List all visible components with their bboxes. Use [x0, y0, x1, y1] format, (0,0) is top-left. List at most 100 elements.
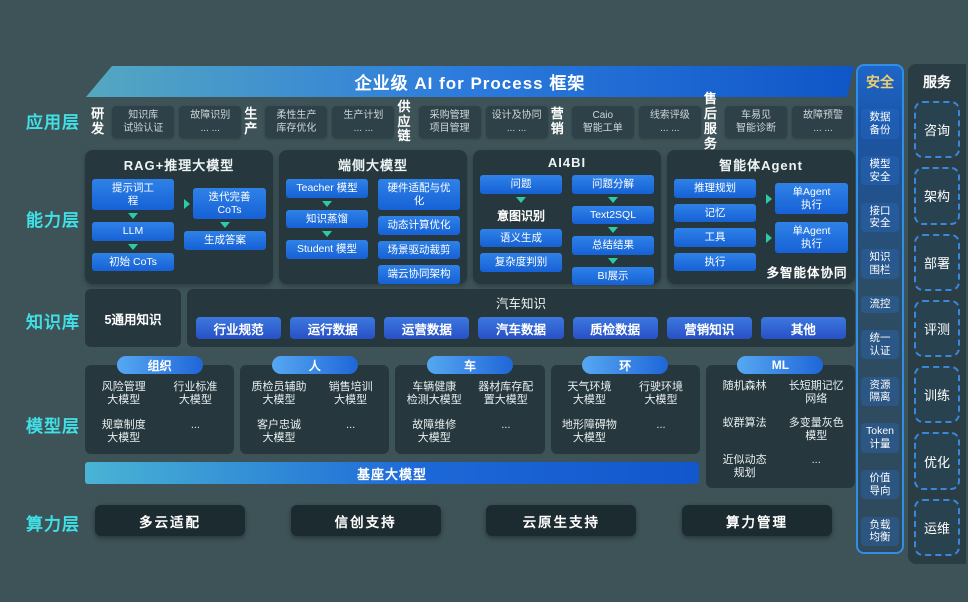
security-item: 负载 均衡 — [861, 516, 899, 546]
flow-box: Student 模型 — [286, 240, 368, 259]
arrow-right-icon — [766, 193, 772, 204]
security-item: 知识 围栏 — [861, 249, 899, 279]
app-feature-box: 线索评级 ... ... — [638, 106, 701, 138]
security-item: 模型 安全 — [861, 156, 899, 186]
layer-label-application: 应用层 — [26, 113, 80, 132]
panel-edge-model: 端侧大模型 Teacher 模型 知识蒸馏 Student 模型 硬件适配与优 … — [279, 150, 467, 284]
model-item: 天气环境 大模型 — [567, 380, 612, 406]
arrow-down-icon — [128, 243, 138, 250]
model-item: ... — [656, 419, 666, 432]
model-item: 器材库存配 置大模型 — [478, 380, 534, 406]
capability-layer: RAG+推理大模型 提示词工 程 LLM 初始 CoTs 迭代完善 CoTs 生… — [85, 150, 855, 286]
arrow-right-icon — [766, 232, 772, 243]
model-item: 风险管理 大模型 — [101, 380, 146, 406]
knowledge-pill: 其他 — [760, 317, 846, 339]
arrow-down-icon — [322, 200, 332, 207]
compute-layer: 多云适配 信创支持 云原生支持 算力管理 — [95, 505, 832, 536]
app-group-name: 研发 — [91, 106, 105, 136]
model-layer: 组织 风险管理 大模型 行业标准 大模型 规章制度 大模型 ... 人 质检员辅… — [85, 356, 856, 488]
flow-box: LLM — [92, 222, 174, 241]
general-knowledge-box: 5通用知识 — [85, 289, 181, 347]
flow-box: 单Agent 执行 — [775, 222, 848, 254]
model-item: 多变量灰色 模型 — [788, 416, 844, 442]
flow-box: 迭代完善 CoTs — [193, 188, 266, 220]
flow-box: 问题分解 — [572, 175, 654, 194]
app-group-rnd: 研发 知识库 试验认证 故障识别 ... ... — [88, 106, 242, 138]
model-item: 蚁群算法 — [722, 416, 767, 429]
model-group-ml: ML 随机森林 长短期记忆 网络 蚁群算法 多变量灰色 模型 近似动态 规划 .… — [705, 356, 856, 488]
app-feature-box: 设计及协同 ... ... — [485, 106, 548, 138]
model-group-pill: 组织 — [116, 356, 203, 374]
app-group-marketing: 营销 Caio 智能工单 线索评级 ... ... — [548, 106, 701, 138]
flow-box: BI展示 — [572, 266, 654, 286]
intent-label: 意图识别 — [496, 208, 545, 223]
app-group-aftersales: 售后 服务 车易见 智能诊断 故障预警 ... ... — [701, 91, 855, 152]
model-item: 客户忠诚 大模型 — [257, 419, 301, 445]
model-item: ... — [190, 419, 200, 432]
app-feature-box: 采购管理 项目管理 — [418, 106, 481, 138]
service-item: 架构 — [914, 167, 960, 225]
app-feature-box: 车易见 智能诊断 — [725, 106, 788, 138]
model-item: ... — [346, 419, 356, 432]
app-feature-box: 生产计划 ... ... — [332, 106, 395, 138]
model-item: 销售培训 大模型 — [328, 380, 373, 406]
flow-box: 单Agent 执行 — [775, 183, 848, 215]
app-group-supply-chain: 供应 链 采购管理 项目管理 设计及协同 ... ... — [394, 99, 548, 145]
model-item: 质检员辅助 大模型 — [251, 380, 307, 406]
application-layer: 研发 知识库 试验认证 故障识别 ... ... 生产 柔性生产 库存优化 生产… — [88, 91, 855, 151]
flow-box: 语义生成 — [480, 228, 562, 248]
security-item: 接口 安全 — [861, 202, 899, 232]
flow-box: 推理规划 — [674, 179, 756, 198]
model-item: 行驶环境 大模型 — [639, 380, 683, 406]
service-item: 运维 — [914, 498, 960, 556]
knowledge-pill: 行业规范 — [196, 317, 282, 339]
compute-box: 信创支持 — [290, 505, 441, 536]
panel-title: 智能体Agent — [719, 158, 803, 173]
model-item: 行业标准 大模型 — [173, 380, 218, 406]
flow-box: Text2SQL — [572, 205, 654, 225]
knowledge-pill: 运行数据 — [290, 317, 376, 339]
model-group-organization: 组织 风险管理 大模型 行业标准 大模型 规章制度 大模型 ... — [85, 356, 235, 488]
model-group-pill: ML — [737, 356, 824, 374]
app-feature-box: Caio 智能工单 — [571, 106, 634, 138]
model-item: 地形障碍物 大模型 — [561, 419, 617, 445]
panel-rag: RAG+推理大模型 提示词工 程 LLM 初始 CoTs 迭代完善 CoTs 生… — [85, 150, 273, 284]
arrow-down-icon — [128, 213, 138, 220]
arrow-down-icon — [608, 257, 618, 264]
model-item: ... — [811, 453, 821, 466]
arrow-down-icon — [220, 222, 230, 229]
model-group-pill: 环 — [582, 356, 669, 374]
flow-box: 记忆 — [674, 203, 756, 223]
flow-box: 初始 CoTs — [92, 252, 174, 272]
knowledge-pill: 运营数据 — [384, 317, 470, 339]
flow-box: 复杂度判别 — [480, 253, 562, 272]
model-group-pill: 车 — [427, 356, 513, 374]
layer-label-knowledge: 知识库 — [26, 313, 80, 332]
flow-box: 工具 — [674, 228, 756, 247]
multi-agent-label: 多智能体协同 — [766, 266, 848, 281]
flow-box: 问题 — [480, 175, 562, 194]
model-item: 规章制度 大模型 — [101, 419, 146, 445]
security-item: 价值 导向 — [861, 470, 899, 500]
flow-box: 端云协同架构 — [378, 265, 460, 284]
compute-box: 多云适配 — [95, 505, 245, 536]
flow-box: 执行 — [674, 252, 756, 272]
arrow-down-icon — [608, 227, 618, 234]
arrow-down-icon — [516, 196, 526, 203]
layer-label-compute: 算力层 — [26, 515, 80, 534]
model-item: ... — [501, 419, 511, 432]
flow-box: 生成答案 — [184, 231, 266, 250]
panel-title: RAG+推理大模型 — [123, 158, 235, 173]
service-header: 服务 — [923, 74, 951, 90]
security-header: 安全 — [866, 74, 894, 90]
panel-agent: 智能体Agent 推理规划 记忆 工具 执行 单Agent 执行 单Agent … — [667, 150, 855, 284]
flow-box: 动态计算优化 — [378, 216, 460, 235]
knowledge-pill: 营销知识 — [666, 317, 752, 339]
app-group-production: 生产 柔性生产 库存优化 生产计划 ... ... — [241, 106, 395, 138]
model-item: 随机森林 — [722, 379, 767, 392]
panel-title: AI4BI — [547, 155, 587, 170]
panel-title: 端侧大模型 — [337, 158, 408, 173]
service-item: 咨询 — [914, 101, 960, 159]
arrow-down-icon — [608, 196, 618, 203]
